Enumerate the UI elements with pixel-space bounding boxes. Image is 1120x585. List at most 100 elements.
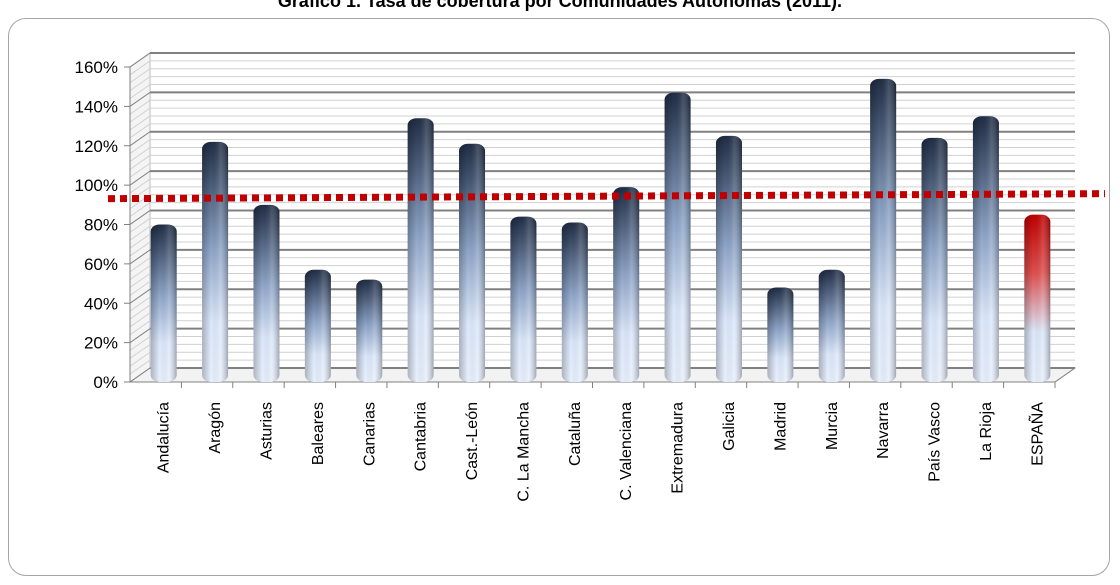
minor-gridline-side (129, 68, 151, 84)
major-gridline-side (129, 91, 151, 107)
bar-cataluña (561, 222, 588, 382)
minor-gridline-side (129, 147, 151, 162)
y-tick-label: 20% (84, 334, 118, 353)
grid-layer (128, 52, 1077, 383)
bar-baleares (304, 269, 331, 382)
major-gridline-side (129, 170, 151, 186)
minor-gridline-side (129, 343, 151, 359)
reference-line-layer (107, 190, 1106, 203)
x-category-label: Cantabria (413, 402, 430, 471)
bar-shade (202, 141, 229, 382)
minor-gridline-side (129, 312, 151, 328)
bar-shade (561, 222, 588, 382)
major-gridline-side (129, 52, 151, 68)
minor-gridline-side (129, 99, 151, 115)
bar-cast-león (459, 143, 486, 382)
bar-shade (870, 78, 897, 382)
x-category-label: Extremadura (670, 402, 687, 494)
minor-gridline-side (129, 225, 151, 241)
reference-line (107, 190, 1106, 203)
bar-shade (459, 143, 486, 382)
x-category-label: C. La Mancha (515, 402, 532, 502)
bar-españa (1024, 214, 1051, 382)
bar-andalucía (150, 224, 177, 382)
minor-gridline-side (129, 296, 151, 312)
minor-gridline-side (129, 76, 151, 92)
bar-shade (767, 287, 794, 382)
x-category-label: La Rioja (978, 402, 995, 461)
y-tick-label: 80% (84, 216, 118, 235)
major-gridline-side (129, 131, 151, 147)
x-category-label: ESPAÑA (1026, 402, 1046, 466)
bar-shade (510, 216, 537, 382)
bar-asturias (253, 204, 280, 382)
minor-gridline-side (129, 241, 151, 257)
bar-shade (715, 135, 742, 382)
major-gridline-side (129, 367, 151, 383)
minor-gridline-side (129, 265, 151, 281)
minor-gridline-side (129, 84, 151, 99)
axis-layer: 0% 20% 40% 60% 80% 100% 120% 140% 160% (75, 58, 1076, 392)
y-tick-label: 120% (75, 137, 118, 156)
major-gridline-side (129, 328, 151, 344)
y-tick-label: 0% (93, 373, 118, 392)
x-category-label: Murcia (824, 402, 841, 450)
bar-país-vasco (921, 137, 948, 382)
bar-canarias (356, 279, 383, 382)
x-category-label: Andalucía (156, 402, 173, 473)
x-category-label: Madrid (772, 402, 789, 451)
bar-shade (407, 118, 434, 382)
y-tick-label: 100% (75, 176, 118, 195)
bar-galicia (715, 135, 742, 382)
x-category-label: Aragón (207, 402, 224, 454)
minor-gridline-side (129, 233, 151, 249)
y-tick-label: 160% (75, 58, 118, 77)
bar-c-la-mancha (510, 216, 537, 382)
x-category-label: Asturias (258, 402, 275, 460)
bar-madrid (767, 287, 794, 382)
minor-gridline-side (129, 123, 151, 139)
bar-cantabria (407, 118, 434, 382)
minor-gridline-side (129, 115, 151, 131)
bar-la-rioja (972, 116, 999, 382)
bar-shade (972, 116, 999, 382)
bar-murcia (818, 269, 845, 382)
minor-gridline-side (129, 60, 151, 76)
bar-shade (921, 137, 948, 382)
minor-gridline-side (129, 280, 151, 296)
minor-gridline-side (129, 304, 151, 320)
bar-layer (150, 78, 1051, 382)
floor-edge (1054, 367, 1076, 383)
bar-shade (356, 279, 383, 382)
major-gridline-side (129, 288, 151, 304)
major-gridline-side (129, 210, 151, 225)
y-tick-label: 40% (84, 294, 118, 313)
x-category-label: Baleares (310, 402, 327, 465)
bar-shade (1024, 214, 1051, 382)
y-tick-label: 140% (75, 97, 118, 116)
minor-gridline-side (129, 273, 151, 288)
x-category-label: Canarias (361, 402, 378, 466)
bar-shade (664, 92, 691, 382)
chart-title: Gráfico 1. Tasa de cobertura por Comunid… (277, 0, 843, 11)
bar-shade (818, 269, 845, 382)
minor-gridline-side (129, 178, 151, 194)
x-category-label: Navarra (875, 402, 892, 459)
y-tick-label: 60% (84, 255, 118, 274)
bar-shade (253, 204, 280, 382)
minor-gridline-side (129, 139, 151, 155)
bar-c-valenciana (613, 187, 640, 382)
minor-gridline-side (129, 257, 151, 273)
bar-aragón (202, 141, 229, 382)
minor-gridline-side (129, 162, 151, 178)
minor-gridline-side (129, 154, 151, 170)
minor-gridline-side (129, 336, 151, 351)
major-gridline-side (129, 249, 151, 265)
minor-gridline-side (129, 359, 151, 375)
x-category-label: País Vasco (927, 402, 944, 482)
bar-navarra (870, 78, 897, 382)
minor-gridline-side (129, 107, 151, 123)
minor-gridline-side (129, 320, 151, 336)
bar-shade (304, 269, 331, 382)
